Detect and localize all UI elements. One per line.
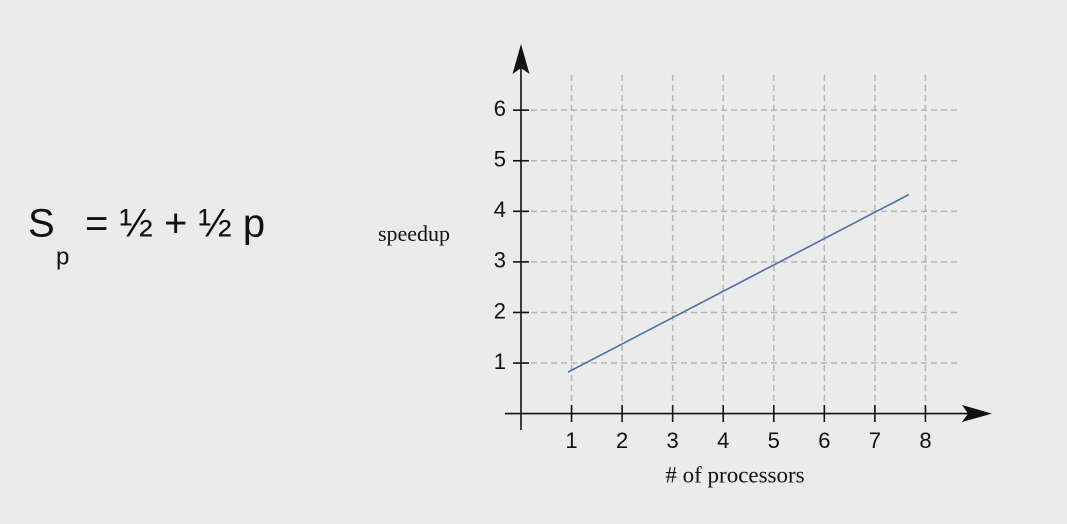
y-tick-label: 2 [494,298,506,323]
x-tick-label: 7 [869,428,881,453]
x-tick-label: 1 [565,428,577,453]
x-tick-label: 8 [919,428,931,453]
x-tick-label: 5 [768,428,780,453]
y-axis-arrow [512,44,530,74]
grid [521,75,958,414]
x-tick-label: 3 [667,428,679,453]
y-axis-label: speedup [378,221,450,246]
y-tick-label: 1 [494,349,506,374]
x-tick-label: 2 [616,428,628,453]
x-tick-label: 4 [717,428,729,453]
y-tick-label: 3 [494,248,506,273]
formula-base: S [28,202,55,246]
x-axis-label: # of processors [665,462,804,487]
formula-rest: = ½ + ½ p [85,202,265,246]
x-axis-arrow [962,405,992,422]
y-tick-label: 6 [494,96,506,121]
data-line [567,193,910,373]
y-tick-label: 4 [494,197,506,222]
x-tick-label: 6 [818,428,830,453]
formula-subscript: p [56,243,69,270]
y-tick-label: 5 [494,147,506,172]
